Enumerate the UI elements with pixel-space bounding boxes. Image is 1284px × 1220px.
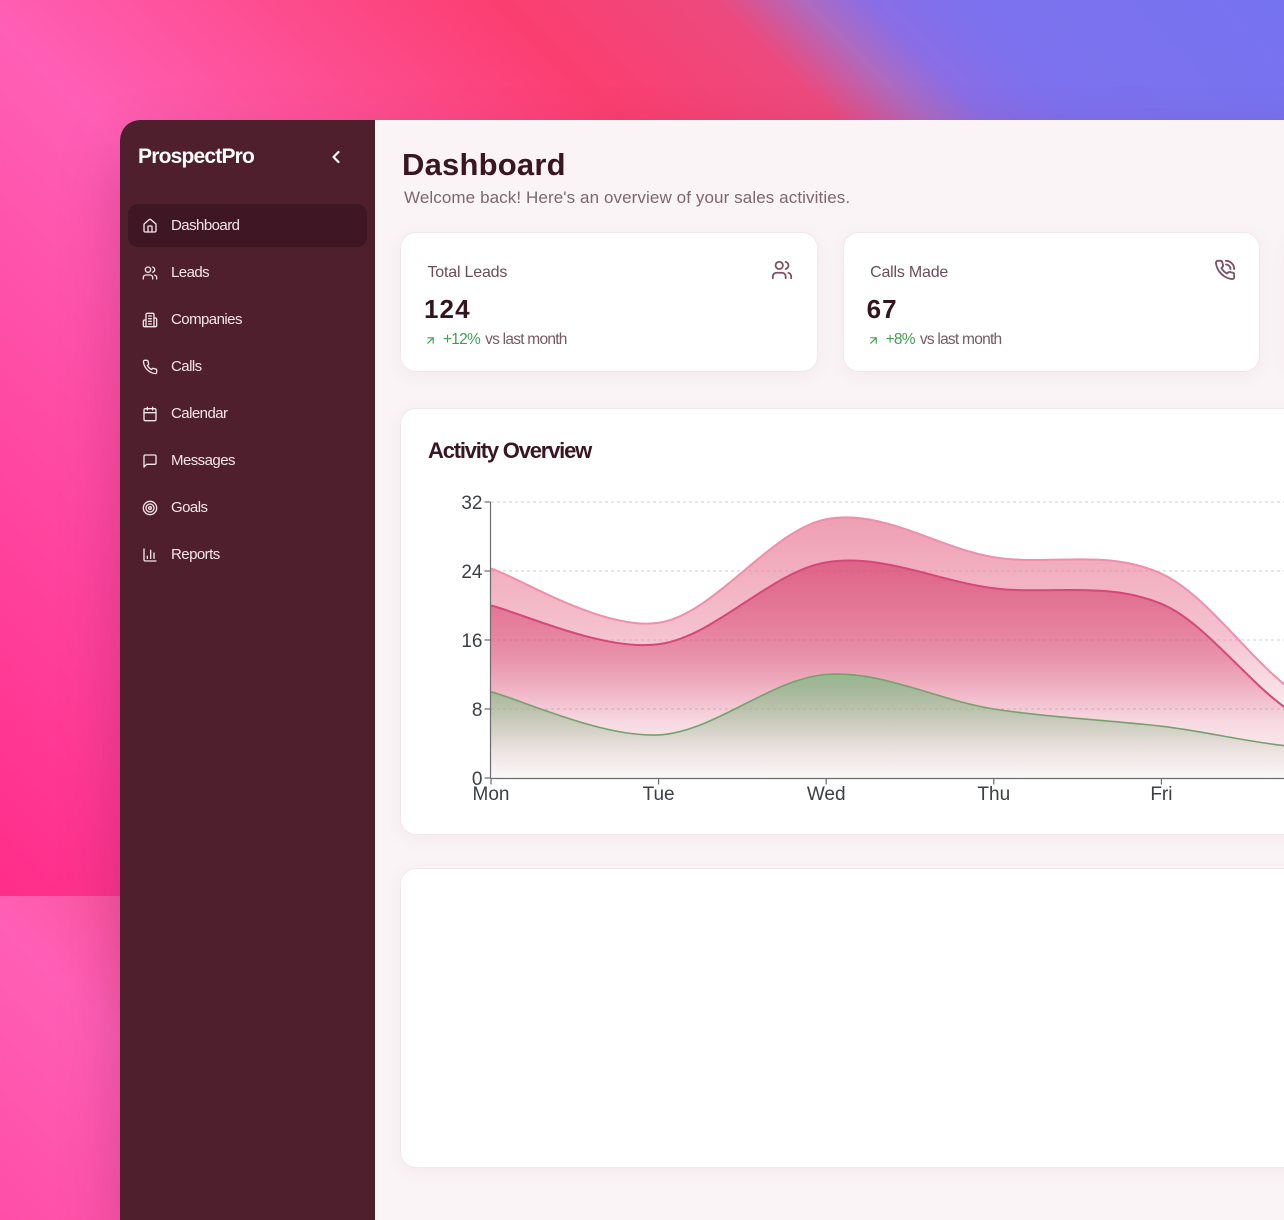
svg-text:24: 24 — [462, 561, 484, 582]
svg-text:32: 32 — [462, 492, 483, 513]
svg-text:0: 0 — [472, 768, 483, 789]
svg-text:16: 16 — [462, 630, 483, 651]
svg-text:Tue: Tue — [643, 784, 675, 805]
svg-text:Fri: Fri — [1151, 784, 1173, 805]
svg-text:Mon: Mon — [473, 784, 510, 805]
svg-text:Wed: Wed — [807, 784, 846, 805]
svg-text:Thu: Thu — [978, 784, 1011, 805]
svg-text:8: 8 — [472, 699, 483, 720]
